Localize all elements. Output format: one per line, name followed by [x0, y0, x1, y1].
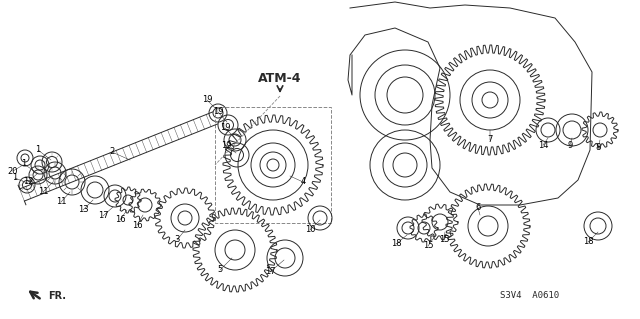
Text: 12: 12	[23, 177, 33, 187]
Bar	[215, 107, 331, 223]
Text: 19: 19	[221, 140, 231, 150]
Text: ATM-4: ATM-4	[259, 71, 301, 85]
Text: 8: 8	[595, 144, 601, 152]
Text: 11: 11	[38, 188, 48, 197]
Text: 5: 5	[218, 265, 223, 275]
Text: 7: 7	[487, 136, 493, 145]
Text: 20: 20	[8, 167, 19, 175]
Text: 9: 9	[568, 140, 573, 150]
Text: 15: 15	[423, 241, 433, 250]
Text: 19: 19	[202, 95, 212, 105]
Text: 19: 19	[220, 123, 230, 132]
Text: 17: 17	[265, 268, 275, 277]
Text: 3: 3	[174, 235, 180, 244]
Text: 1: 1	[12, 174, 18, 182]
Text: 17: 17	[98, 211, 108, 220]
Text: 16: 16	[115, 216, 125, 225]
Text: 10: 10	[305, 226, 316, 234]
Text: 16: 16	[132, 220, 142, 229]
Text: 1: 1	[35, 145, 40, 154]
Text: 6: 6	[476, 204, 481, 212]
Text: S3V4  A0610: S3V4 A0610	[500, 291, 559, 300]
Text: 18: 18	[582, 238, 593, 247]
Text: 2: 2	[109, 147, 115, 157]
Text: 19: 19	[212, 108, 223, 116]
Text: 4: 4	[300, 177, 306, 187]
Text: 13: 13	[77, 205, 88, 214]
Text: 18: 18	[390, 240, 401, 249]
Text: FR.: FR.	[48, 291, 66, 301]
Text: 14: 14	[538, 140, 548, 150]
Text: 15: 15	[439, 235, 449, 244]
Text: 1: 1	[21, 160, 27, 168]
Text: 11: 11	[56, 197, 67, 206]
